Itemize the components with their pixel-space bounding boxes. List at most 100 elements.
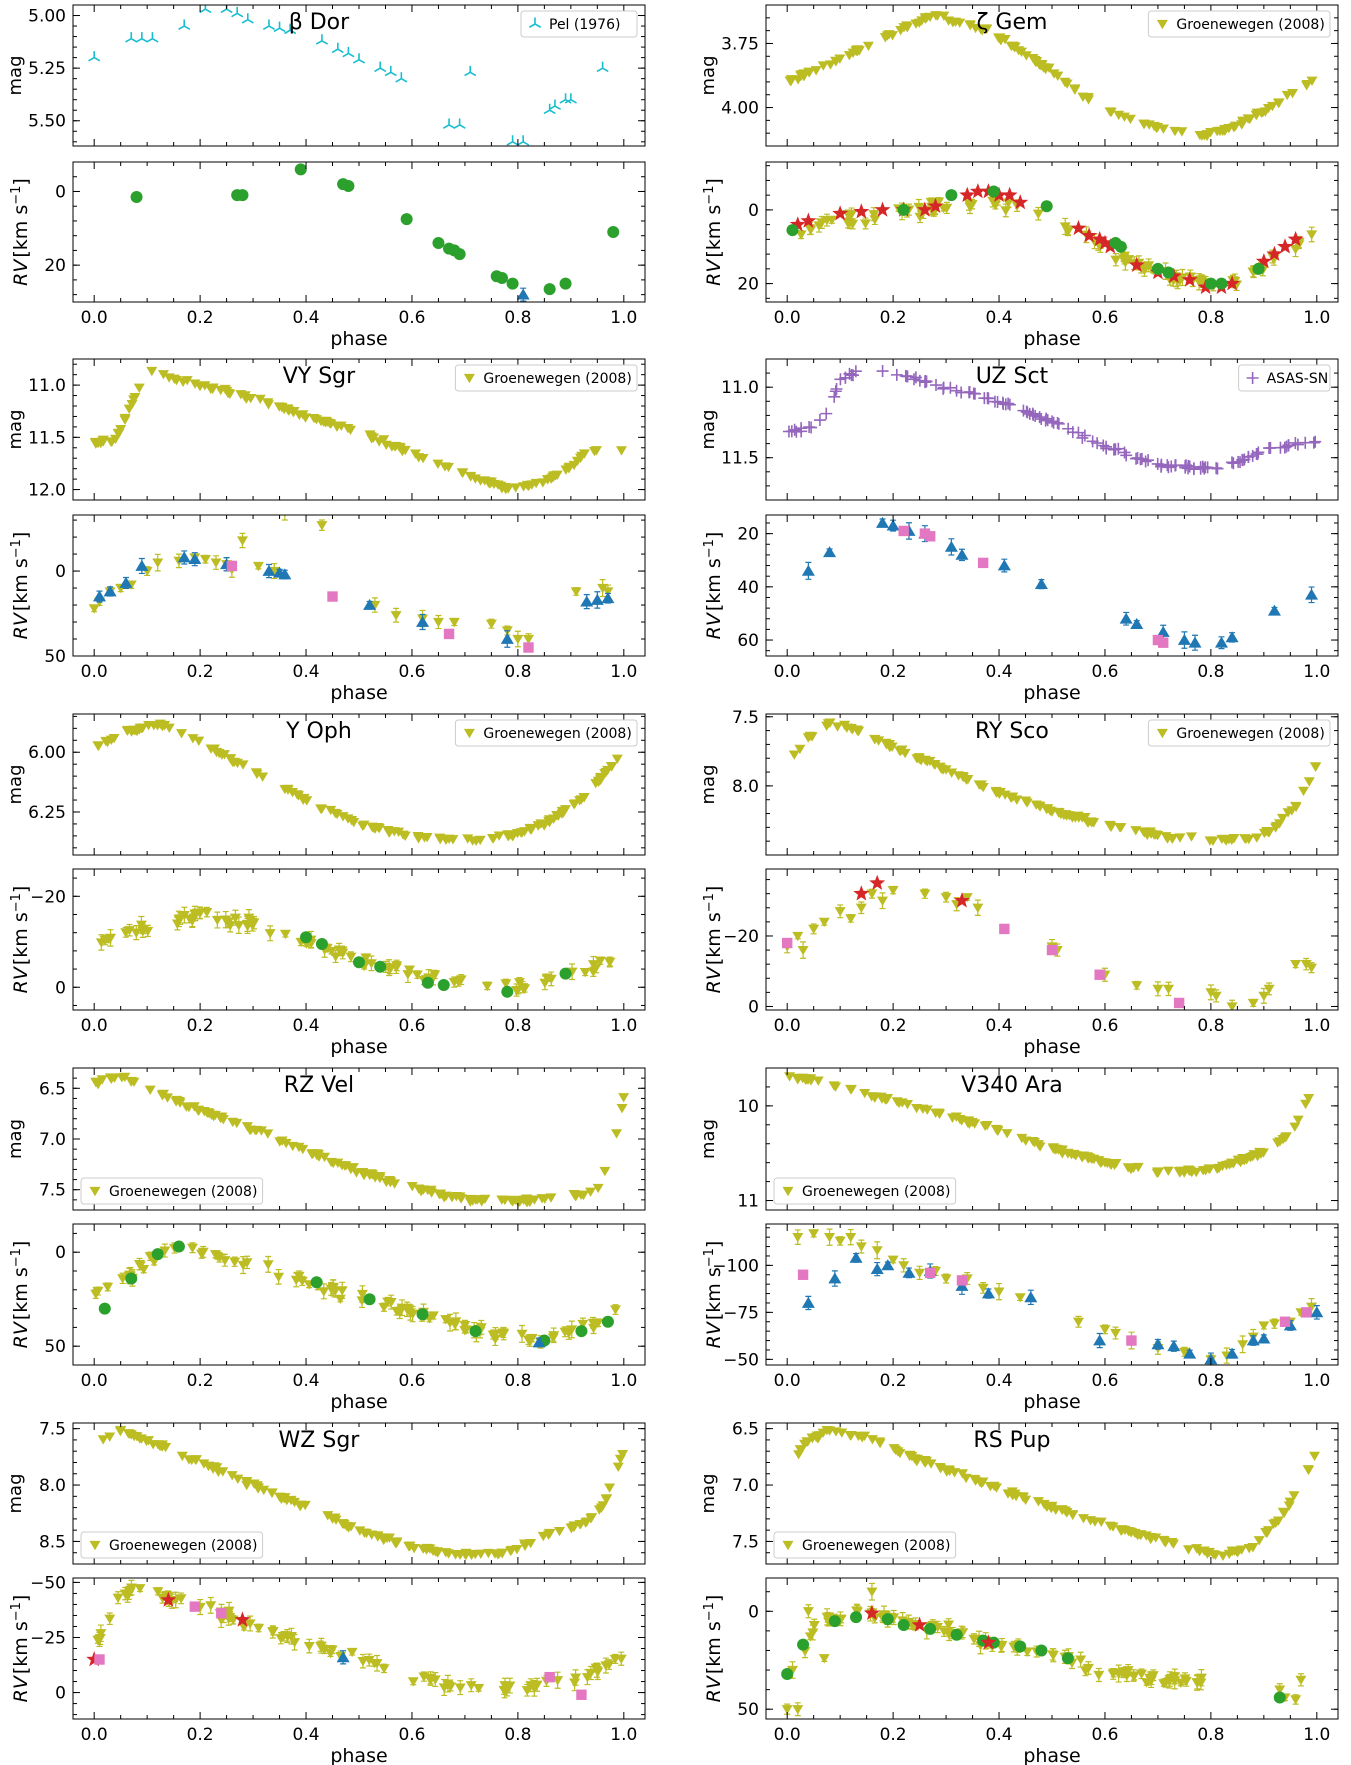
data-point — [977, 557, 989, 569]
data-point — [823, 546, 837, 558]
data-point — [512, 986, 524, 996]
data-point — [189, 379, 201, 389]
rv-label-main: RV — [703, 611, 725, 639]
data-point — [597, 583, 609, 594]
data-point — [146, 32, 159, 43]
data-point — [1224, 1160, 1236, 1170]
data-point — [1266, 245, 1283, 261]
data-point — [253, 1623, 265, 1634]
data-point — [279, 929, 291, 940]
rv-label-unit: [km s — [703, 558, 725, 611]
data-point — [1030, 57, 1042, 68]
data-point — [874, 1439, 886, 1449]
data-point — [342, 814, 354, 824]
y-tick-label: 0 — [748, 1602, 759, 1622]
legend: Groenewegen (2008) — [1147, 10, 1331, 38]
data-point — [962, 775, 974, 785]
series-tri_down — [784, 1072, 1315, 1179]
data-point — [845, 369, 858, 382]
data-point — [792, 1705, 804, 1715]
star-name: UZ Sct — [976, 364, 1049, 389]
series-star — [86, 1591, 251, 1667]
data-point — [590, 593, 604, 605]
y-ticks — [766, 716, 1338, 856]
data-point — [236, 189, 249, 202]
data-point — [802, 1607, 814, 1617]
rv-label-close: ] — [10, 178, 32, 185]
data-point — [828, 1081, 840, 1091]
data-point — [580, 595, 594, 607]
data-point — [92, 741, 104, 751]
data-point — [1258, 991, 1270, 1002]
data-point — [1061, 1507, 1073, 1518]
data-point — [607, 226, 620, 238]
series-triangle — [92, 550, 615, 648]
data-point — [289, 1638, 301, 1648]
data-point — [88, 604, 100, 614]
data-point — [400, 213, 413, 226]
rv-label-close: ] — [703, 886, 725, 893]
data-point — [211, 915, 223, 926]
x-tick-label: 0.0 — [81, 308, 108, 328]
data-point — [1242, 114, 1254, 124]
data-point — [874, 201, 891, 217]
rv-label-unit: [km s — [10, 205, 32, 258]
data-point — [1287, 231, 1304, 247]
data-point — [396, 1303, 408, 1313]
data-point — [215, 385, 227, 396]
data-point — [136, 724, 148, 734]
legend-marker — [782, 1186, 794, 1197]
data-point — [143, 721, 155, 731]
x-ticks — [786, 1068, 1318, 1210]
mag-axis-label: mag — [698, 1474, 719, 1514]
data-point — [275, 1634, 287, 1644]
data-point — [836, 1428, 848, 1438]
y-tick-label: 20 — [44, 256, 66, 276]
data-point — [1204, 1164, 1216, 1174]
data-point — [241, 13, 254, 24]
data-point — [278, 568, 292, 580]
data-point — [1115, 1526, 1127, 1536]
data-point — [792, 75, 804, 85]
data-point — [315, 938, 328, 951]
y-tick-label: 7.0 — [732, 1476, 759, 1496]
data-point — [1251, 833, 1263, 843]
data-point — [151, 721, 163, 731]
data-point — [1247, 998, 1259, 1009]
data-layer — [90, 1072, 630, 1208]
data-point — [1128, 256, 1145, 272]
data-point — [276, 1136, 288, 1146]
data-point — [924, 531, 936, 542]
legend-marker — [89, 1540, 101, 1551]
data-point — [532, 1336, 546, 1348]
data-point — [565, 1523, 577, 1533]
y-tick-label: −20 — [30, 887, 66, 907]
data-point — [1160, 1538, 1172, 1548]
data-layer — [784, 11, 1318, 142]
data-point — [293, 410, 305, 421]
y-tick-label: 0 — [55, 562, 66, 582]
data-point — [416, 1308, 429, 1321]
mag-axis-label: mag — [5, 410, 26, 450]
data-point — [453, 248, 466, 261]
series-tri_down — [781, 1582, 1307, 1717]
data-point — [318, 1287, 330, 1297]
legend-label: Groenewegen (2008) — [109, 1184, 257, 1200]
y-tick-label: 11.5 — [721, 449, 759, 469]
x-tick-label: 0.6 — [1091, 662, 1118, 682]
y-tick-label: 11.0 — [28, 376, 66, 396]
data-point — [427, 973, 439, 984]
data-point — [937, 381, 950, 394]
y-tick-label: 8.0 — [732, 777, 759, 797]
y-tick-label: 50 — [44, 1337, 66, 1357]
data-point — [1163, 984, 1175, 995]
data-point — [288, 406, 300, 417]
x-tick-label: 0.2 — [880, 1016, 907, 1036]
data-point — [241, 1258, 253, 1268]
data-point — [525, 1681, 537, 1691]
rv-curve-panel: 0 20 0.0 0.2 0.4 0.6 0.8 1.0 phase RV[km s−1] — [702, 161, 1339, 350]
rv-label-exp: −1 — [9, 186, 24, 205]
x-ticks — [786, 162, 1318, 302]
data-point — [946, 768, 958, 778]
